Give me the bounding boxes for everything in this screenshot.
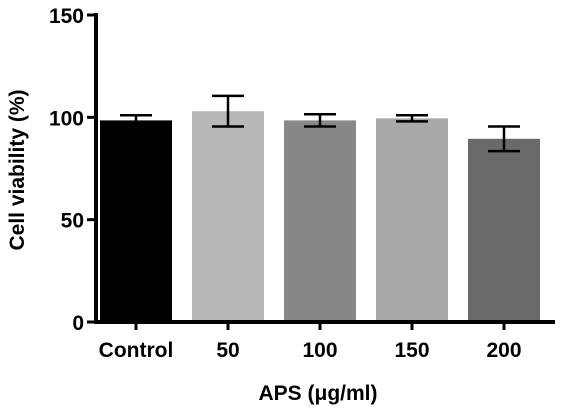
x-tick-label: 100 [302, 339, 337, 362]
bar-200 [468, 138, 540, 322]
y-tick-label: 50 [61, 210, 84, 233]
error-bars-layer [120, 94, 520, 153]
y-axis-title: Cell viability (%) [6, 89, 29, 250]
x-ticks-layer: Control 50 100 150 200 [99, 322, 522, 362]
bar-50 [192, 111, 264, 323]
axes-layer [94, 13, 555, 324]
bar-control [100, 120, 172, 322]
x-tick-label: Control [99, 339, 174, 362]
x-tick-label: 200 [486, 339, 521, 362]
bar-100 [284, 120, 356, 322]
x-tick-label: 50 [216, 339, 239, 362]
x-tick-label: 150 [394, 339, 429, 362]
x-axis-title: APS (μg/ml) [258, 382, 377, 405]
y-ticks-layer: 0 50 100 150 [49, 5, 96, 335]
y-tick-label: 100 [49, 107, 84, 130]
bars-layer [100, 111, 540, 323]
y-tick-label: 150 [49, 5, 84, 28]
y-tick-label: 0 [72, 312, 84, 335]
bar-150 [376, 118, 448, 323]
